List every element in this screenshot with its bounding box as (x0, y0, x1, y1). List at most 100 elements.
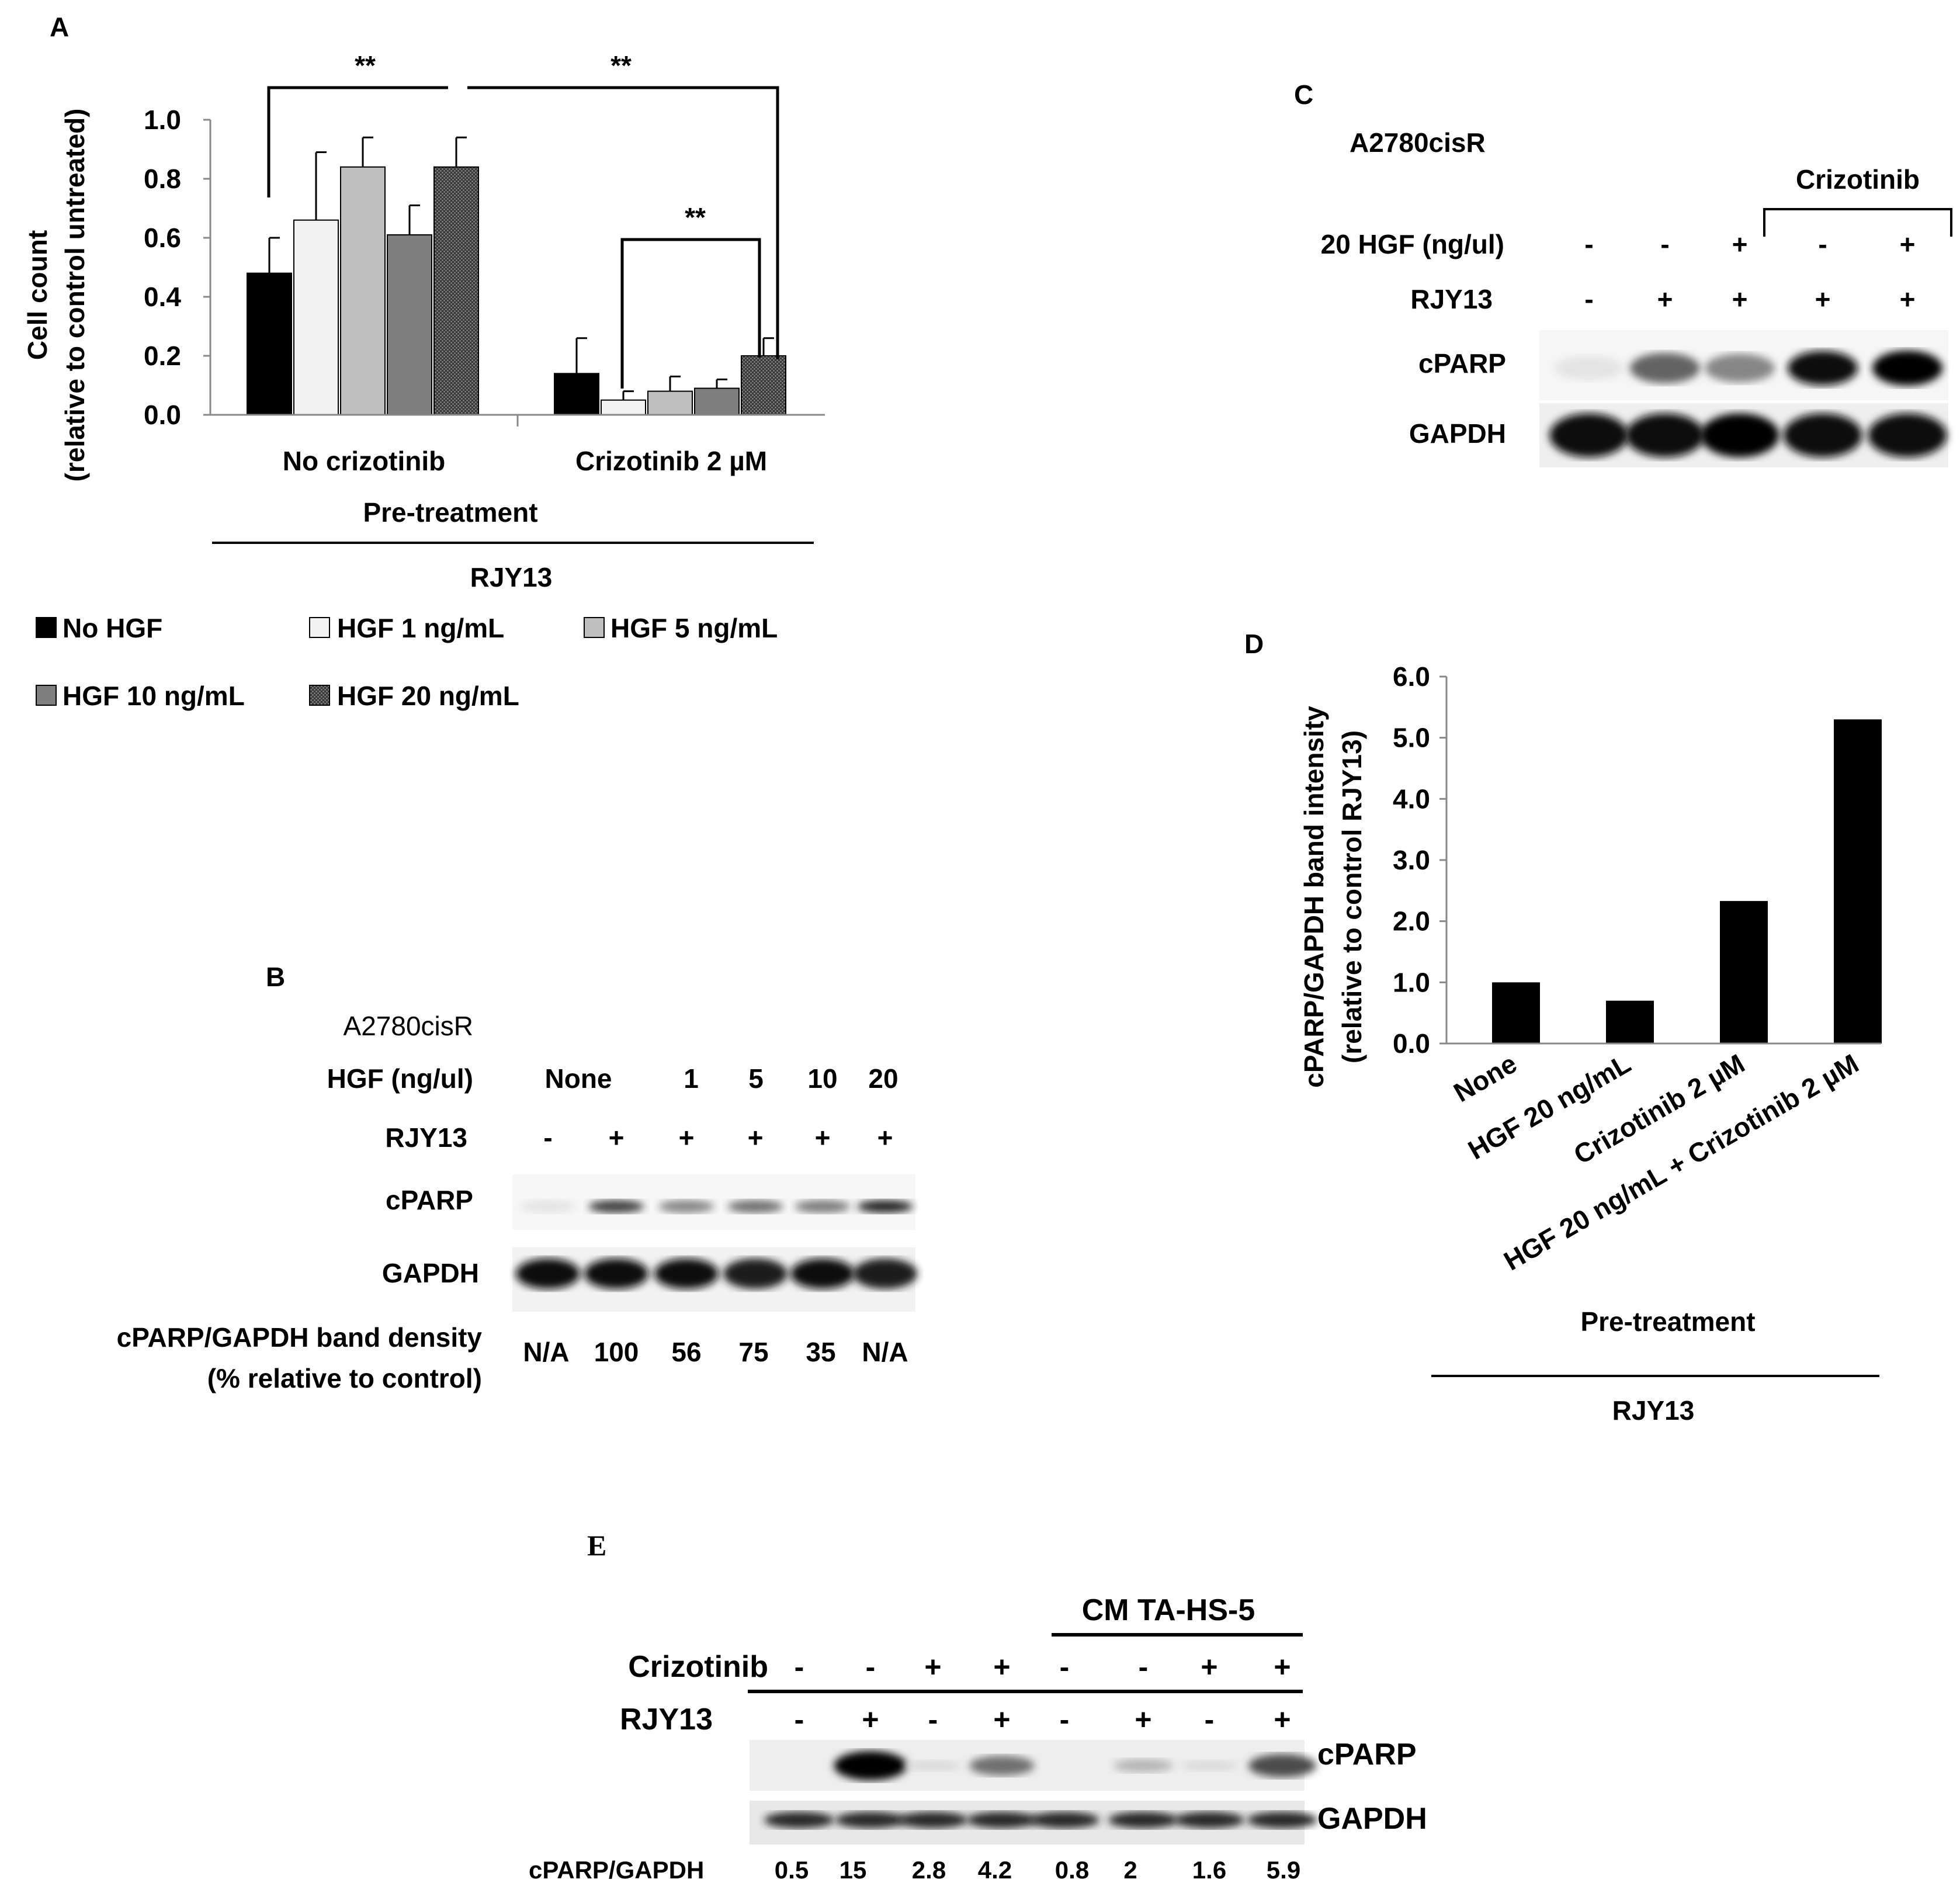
panel-a-legend: No HGF HGF 1 ng/mL HGF 5 ng/mL HGF 10 ng… (36, 613, 778, 711)
panel-b-cparp-band-4 (795, 1200, 851, 1213)
panel-a-letter: A (50, 12, 69, 42)
panel-e-cparp-band-2 (904, 1760, 962, 1771)
panel-b-rjy-sign-0: - (543, 1122, 552, 1153)
panel-e-cparp-band-1 (834, 1751, 907, 1780)
legend-label-hgf-10: HGF 10 ng/mL (63, 681, 245, 711)
bar-2-0 (340, 166, 386, 415)
legend-item-hgf-1: HGF 1 ng/mL (309, 613, 504, 643)
panel-e-cparp-label: cPARP (1317, 1738, 1417, 1771)
panel-c-cparp-band-4 (1872, 351, 1942, 386)
panel-e-rjy-sign-3: + (993, 1703, 1010, 1736)
panel-b-density-3: 75 (738, 1337, 768, 1367)
panel-d-pretreatment-label: Pre-treatment (1580, 1306, 1755, 1337)
panel-d-ytick-label: 6.0 (1393, 661, 1430, 692)
panel-e-bracket-label: CM TA-HS-5 (1082, 1593, 1255, 1627)
panel-d-bars (1492, 719, 1882, 1043)
panel-c-rjy-sign-0: - (1584, 284, 1593, 314)
panel-b-rjy-signs: - + + + + + (543, 1122, 893, 1153)
panel-d-bar-0 (1492, 982, 1540, 1043)
panel-a-y-ticks: 0.0 0.2 0.4 0.6 0.8 1.0 (144, 105, 210, 430)
panel-e-crizotinib-sign-0: - (795, 1651, 804, 1683)
panel-c-hgf-sign-0: - (1584, 229, 1593, 259)
panel-a-ytick-label: 0.0 (144, 400, 181, 430)
panel-b-gapdh-band-0 (516, 1259, 580, 1289)
panel-d-ytick-label: 5.0 (1393, 723, 1430, 753)
panel-b-gapdh-label: GAPDH (382, 1258, 479, 1288)
panel-e-rjy-sign-0: - (795, 1703, 804, 1736)
panel-c-hgf-sign-2: + (1732, 229, 1748, 259)
bar-3-0 (387, 234, 432, 415)
panel-b-cparp-band-2 (658, 1200, 714, 1213)
bar-1-1 (601, 399, 646, 415)
legend-label-hgf-20: HGF 20 ng/mL (337, 681, 519, 711)
panel-e-letter: E (587, 1529, 606, 1562)
panel-c-cell-line: A2780cisR (1350, 127, 1486, 158)
panel-e-ratio-0: 0.5 (775, 1856, 809, 1884)
panel-b-hgf-none: None (545, 1063, 612, 1094)
panel-b-gapdh-band-2 (654, 1259, 719, 1289)
panel-b-cparp-band-1 (588, 1200, 644, 1213)
legend-swatch-no-hgf (36, 617, 57, 638)
panel-b-cell-line: A2780cisR (344, 1011, 473, 1041)
bar-0-0 (247, 272, 292, 415)
sig-label-3: ** (685, 202, 706, 233)
panel-d-bar-3 (1834, 719, 1882, 1043)
panel-c-gapdh-band-4 (1868, 413, 1947, 457)
panel-c-rjy-label: RJY13 (1410, 284, 1493, 314)
panel-c-gapdh-label: GAPDH (1409, 418, 1506, 449)
sig-label-1: ** (355, 50, 376, 81)
panel-e-gapdh-band-2 (898, 1812, 968, 1828)
panel-a-category-0: No crizotinib (283, 446, 446, 476)
panel-c-cparp-band-0 (1554, 356, 1624, 380)
panel-d-ylabel-1: cPARP/GAPDH band intensity (1299, 706, 1329, 1088)
panel-d-bar-1 (1606, 1000, 1654, 1043)
panel-c-bracket (1763, 208, 1952, 237)
panel-a-pretreatment-label: Pre-treatment (363, 497, 537, 528)
legend-swatch-hgf-5 (584, 617, 605, 638)
panel-e-gapdh-band-4 (1029, 1812, 1099, 1828)
panel-e-ratio-3: 4.2 (978, 1856, 1012, 1884)
panel-b-bands (516, 1200, 917, 1289)
panel-c-hgf-label: 20 HGF (ng/ul) (1321, 229, 1504, 259)
panel-c-bracket-label: Crizotinib (1796, 164, 1920, 195)
panel-d-ylabel-2: (relative to control RJY13) (1337, 730, 1367, 1063)
panel-a-bars (247, 136, 786, 415)
panel-e-ratios: 0.5 15 2.8 4.2 0.8 2 1.6 5.9 (775, 1856, 1300, 1884)
panel-a-rjy13-label: RJY13 (470, 562, 553, 592)
panel-b-gapdh-band-3 (723, 1259, 788, 1289)
legend-item-hgf-5: HGF 5 ng/mL (584, 613, 778, 643)
panel-b-density-4: 35 (806, 1337, 835, 1367)
panel-e-gapdh-band-1 (835, 1812, 906, 1828)
panel-e-crizotinib-sign-1: - (866, 1651, 876, 1683)
panel-a-ytick-label: 0.2 (144, 341, 181, 371)
panel-c-cparp-label: cPARP (1418, 348, 1506, 379)
bar-0-1 (554, 373, 599, 415)
panel-b-density-2: 56 (671, 1337, 701, 1367)
panel-a-ytick-label: 0.4 (144, 282, 181, 312)
panel-e-rjy-sign-6: - (1205, 1703, 1215, 1736)
panel-c-rjy-sign-1: + (1657, 284, 1673, 314)
legend-label-hgf-5: HGF 5 ng/mL (610, 613, 778, 643)
bar-4-1 (741, 355, 786, 415)
panel-e-signs: - - + + - - + + - + - + - + - + (795, 1651, 1291, 1736)
panel-a-ytick-label: 0.6 (144, 223, 181, 253)
legend-item-no-hgf: No HGF (36, 613, 162, 643)
panel-b-hgf-label: HGF (ng/ul) (327, 1063, 473, 1094)
bar-1-0 (293, 219, 339, 415)
panel-c-rjy-sign-2: + (1732, 284, 1748, 314)
panel-e-cparp-band-5 (1113, 1759, 1174, 1773)
panel-e-gapdh-label: GAPDH (1317, 1802, 1427, 1836)
legend-label-hgf-1: HGF 1 ng/mL (337, 613, 504, 643)
panel-e: E CM TA-HS-5 Crizotinib RJY13 - - + + - - + + - +… (529, 1529, 1427, 1884)
panel-e-rjy-sign-7: + (1274, 1703, 1291, 1736)
panel-d-ytick-label: 3.0 (1393, 845, 1430, 875)
panel-b-cparp-band-5 (857, 1200, 913, 1213)
panel-b-density-0: N/A (523, 1337, 569, 1367)
sig-label-2: ** (610, 50, 632, 81)
panel-b-rjy-sign-2: + (679, 1122, 695, 1153)
panel-b-hgf-1: 1 (684, 1063, 699, 1094)
panel-d-letter: D (1244, 629, 1264, 659)
panel-e-gapdh-band-3 (967, 1812, 1037, 1828)
panel-e-cparp-band-7 (1248, 1754, 1316, 1777)
